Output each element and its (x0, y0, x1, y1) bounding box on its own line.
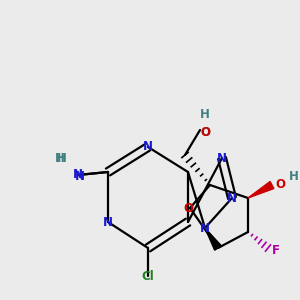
Text: H: H (55, 152, 65, 164)
Text: Cl: Cl (142, 269, 154, 283)
Text: O: O (275, 178, 285, 191)
Polygon shape (205, 228, 221, 250)
Text: N: N (73, 169, 83, 182)
Text: H: H (289, 170, 299, 184)
Text: H: H (200, 109, 210, 122)
Text: F: F (272, 244, 280, 257)
Text: O: O (200, 125, 210, 139)
Text: H: H (57, 152, 67, 164)
Text: O: O (200, 125, 210, 139)
Text: N: N (217, 152, 227, 164)
Text: O: O (183, 202, 193, 215)
Text: N: N (143, 140, 153, 154)
Text: N: N (200, 221, 210, 235)
Text: N: N (75, 170, 85, 184)
Text: N: N (227, 191, 237, 205)
Text: N: N (103, 215, 113, 229)
Polygon shape (248, 182, 274, 198)
